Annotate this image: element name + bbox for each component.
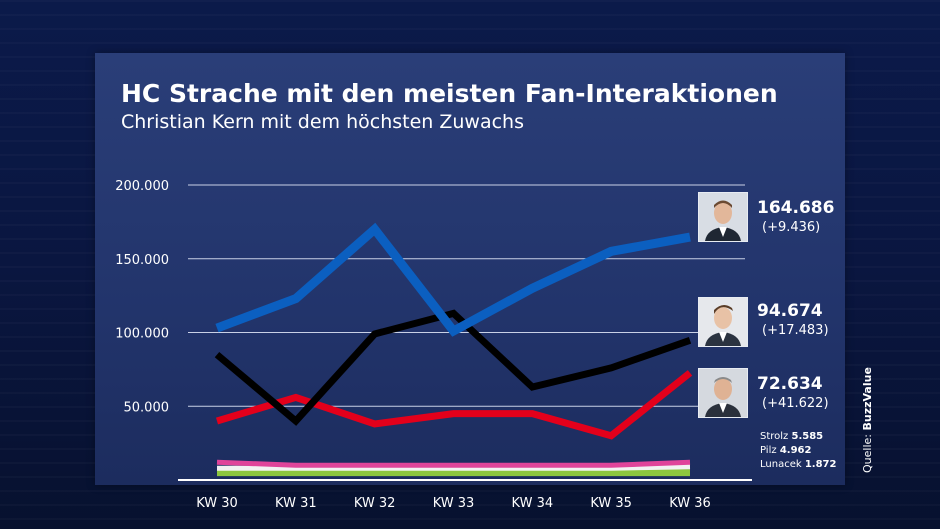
series-line-strolz [216, 459, 691, 468]
x-tick-label: KW 31 [275, 496, 317, 511]
value-kern: 72.634 (+41.622) [757, 374, 829, 411]
minor-lunacek-value: 1.872 [804, 459, 837, 470]
minor-pilz-name: Pilz [760, 445, 777, 456]
x-tick-label: KW 32 [354, 496, 396, 511]
minor-strolz-name: Strolz [760, 431, 789, 442]
source-label: Quelle: [861, 434, 874, 473]
value-kurz-change: (+17.483) [762, 323, 829, 338]
chart-title: HC Strache mit den meisten Fan-Interakti… [121, 79, 778, 108]
series-line-kurz [214, 309, 692, 426]
value-strache: 164.686 (+9.436) [757, 198, 834, 235]
y-tick-label: 50.000 [124, 400, 170, 415]
y-tick-label: 150.000 [115, 253, 169, 268]
series-line-strache [215, 222, 691, 337]
x-tick-label: KW 36 [669, 496, 711, 511]
minor-pilz: Pilz 4.962 [760, 444, 836, 458]
x-tick-label: KW 34 [512, 496, 554, 511]
portrait-kurz-icon [698, 297, 748, 347]
value-kurz-total: 94.674 [757, 301, 823, 321]
source-note: Quelle: BuzzValue [861, 367, 874, 473]
value-strache-total: 164.686 [757, 198, 835, 218]
series-line-pilz [217, 464, 691, 471]
minor-strolz: Strolz 5.585 [760, 430, 836, 444]
portrait-strache-icon [698, 192, 748, 242]
minor-lunacek-name: Lunacek [760, 459, 802, 470]
y-tick-label: 200.000 [115, 179, 169, 194]
value-strache-change: (+9.436) [762, 220, 821, 235]
minor-pilz-value: 4.962 [779, 445, 812, 456]
value-kern-change: (+41.622) [762, 396, 829, 411]
chart-subtitle: Christian Kern mit dem höchsten Zuwachs [121, 111, 524, 133]
source-name: BuzzValue [861, 367, 874, 431]
minor-strolz-value: 5.585 [791, 431, 824, 442]
minor-values: Strolz 5.585 Pilz 4.962 Lunacek 1.872 [760, 430, 836, 472]
series-line-kern [215, 370, 693, 440]
x-tick-label: KW 33 [433, 496, 475, 511]
minor-lunacek: Lunacek 1.872 [760, 458, 836, 472]
y-tick-label: 100.000 [115, 327, 169, 342]
x-tick-label: KW 30 [196, 496, 238, 511]
portrait-kern-icon [698, 368, 748, 418]
value-kurz: 94.674 (+17.483) [757, 301, 829, 338]
x-tick-label: KW 35 [590, 496, 632, 511]
value-kern-total: 72.634 [757, 374, 823, 394]
